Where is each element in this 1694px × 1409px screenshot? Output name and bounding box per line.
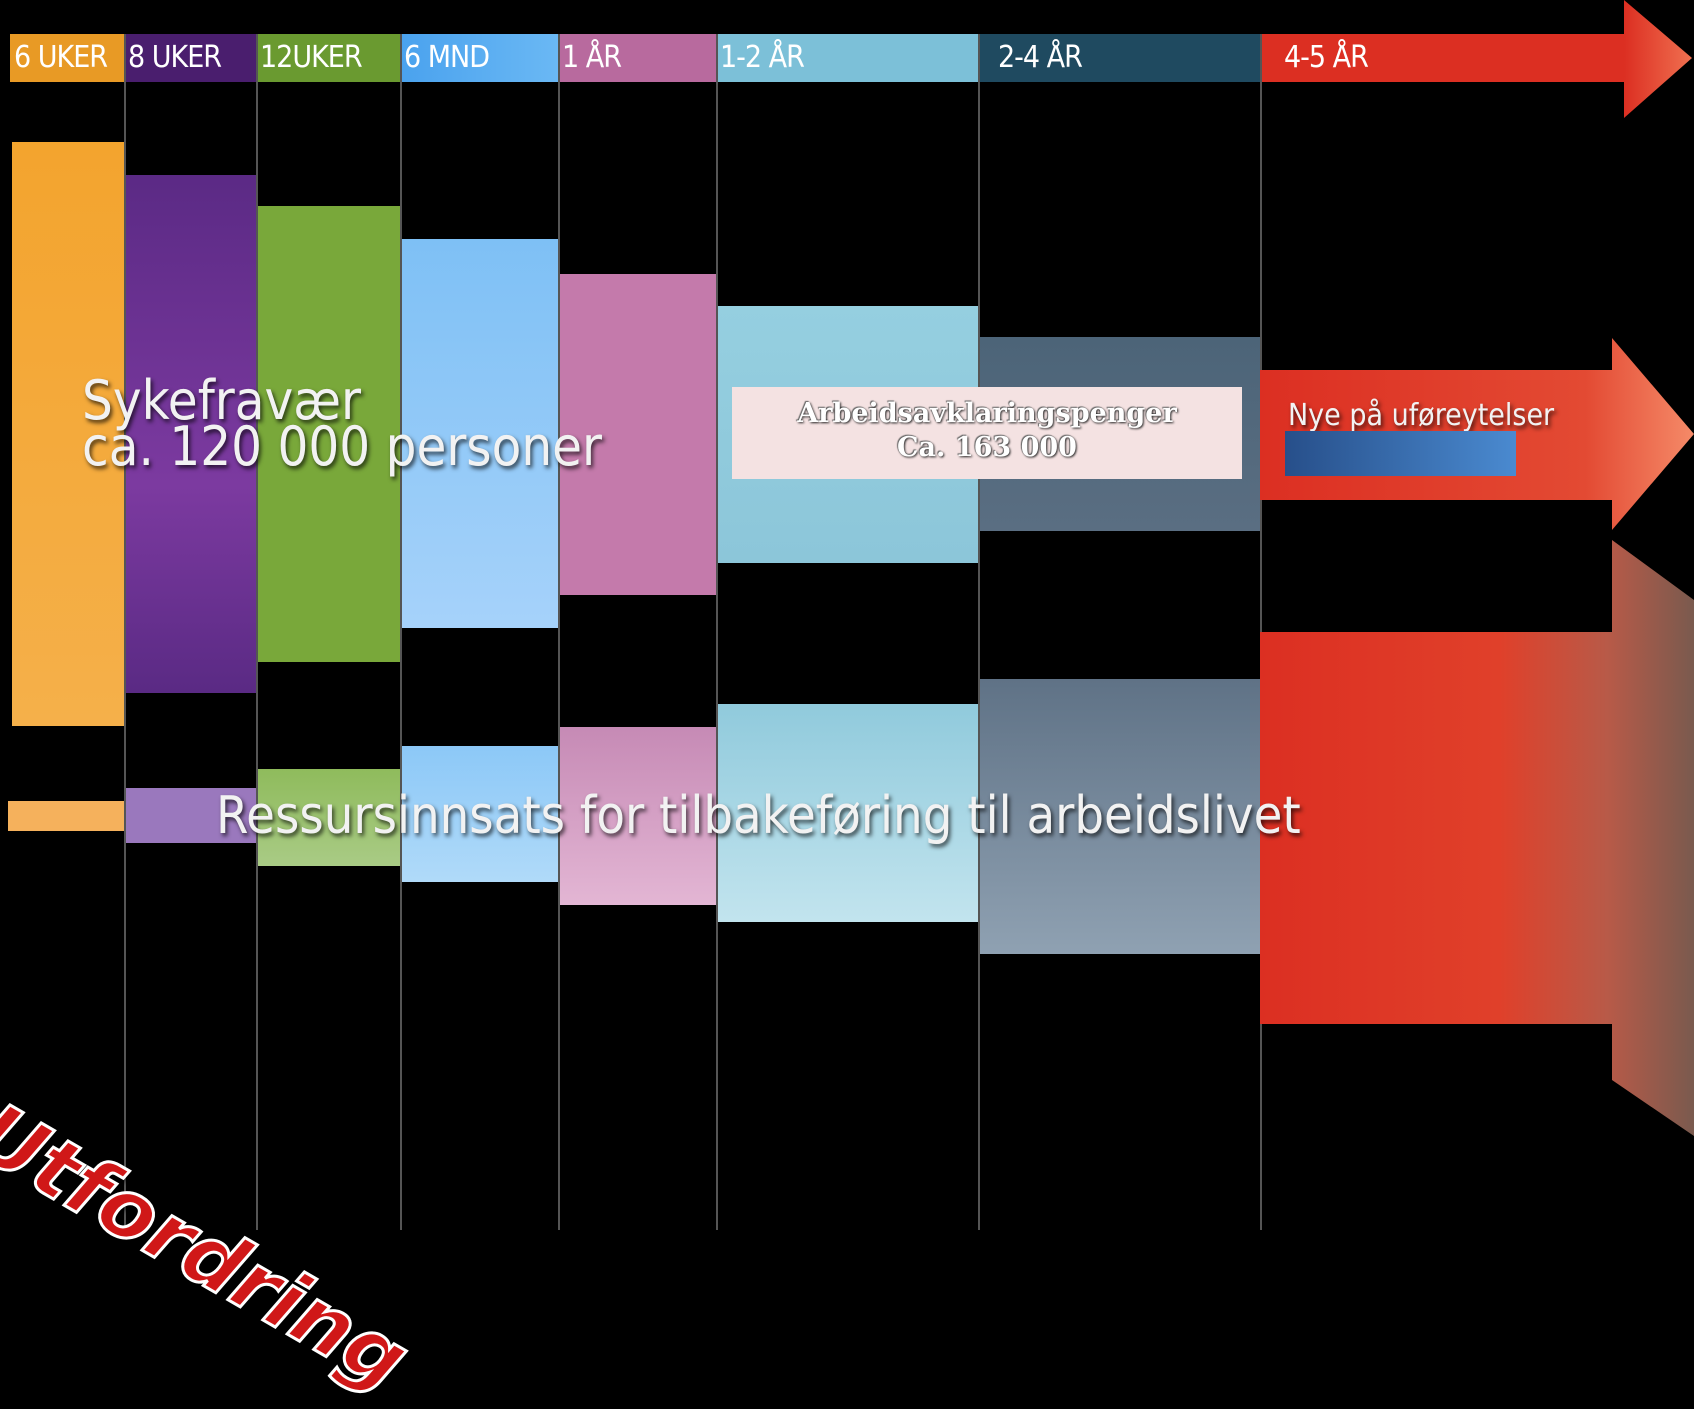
timeline-label-1-2-ar: 1-2 ÅR <box>716 34 978 82</box>
divider-line <box>978 34 980 1230</box>
timeline-label-6-mnd: 6 MND <box>400 34 558 82</box>
aap-count: Ca. 163 000 <box>732 431 1242 465</box>
ufore-label: Nye på uføreytelser <box>1288 398 1554 433</box>
timeline-label-2-4-ar: 2-4 ÅR <box>978 34 1260 82</box>
ufore-count-bar <box>1285 431 1516 476</box>
timeline-label-8-uker: 8 UKER <box>124 34 256 82</box>
aap-label-box: Arbeidsavklaringspenger Ca. 163 000 <box>732 387 1242 479</box>
divider-line <box>716 34 718 1230</box>
divider-line <box>400 34 402 1230</box>
challenge-label: Utfordring <box>0 1085 424 1409</box>
divider-line <box>558 34 560 1230</box>
timeline-label-4-5-ar: 4-5 ÅR <box>1260 34 1628 82</box>
timeline-label-6-uker: 6 UKER <box>10 34 124 82</box>
sykefravaer-count: ca. 120 000 personer <box>82 420 602 474</box>
timeline-arrow-head <box>1624 0 1694 120</box>
timeline-label-1-ar: 1 ÅR <box>558 34 716 82</box>
block-orange-lower <box>8 801 124 831</box>
aap-title: Arbeidsavklaringspenger <box>732 397 1242 431</box>
ressurs-arrow <box>1260 540 1694 1230</box>
timeline-label-12-uker: 12UKER <box>256 34 400 82</box>
ressurs-label: Ressursinnsats for tilbakeføring til arb… <box>216 786 1301 846</box>
